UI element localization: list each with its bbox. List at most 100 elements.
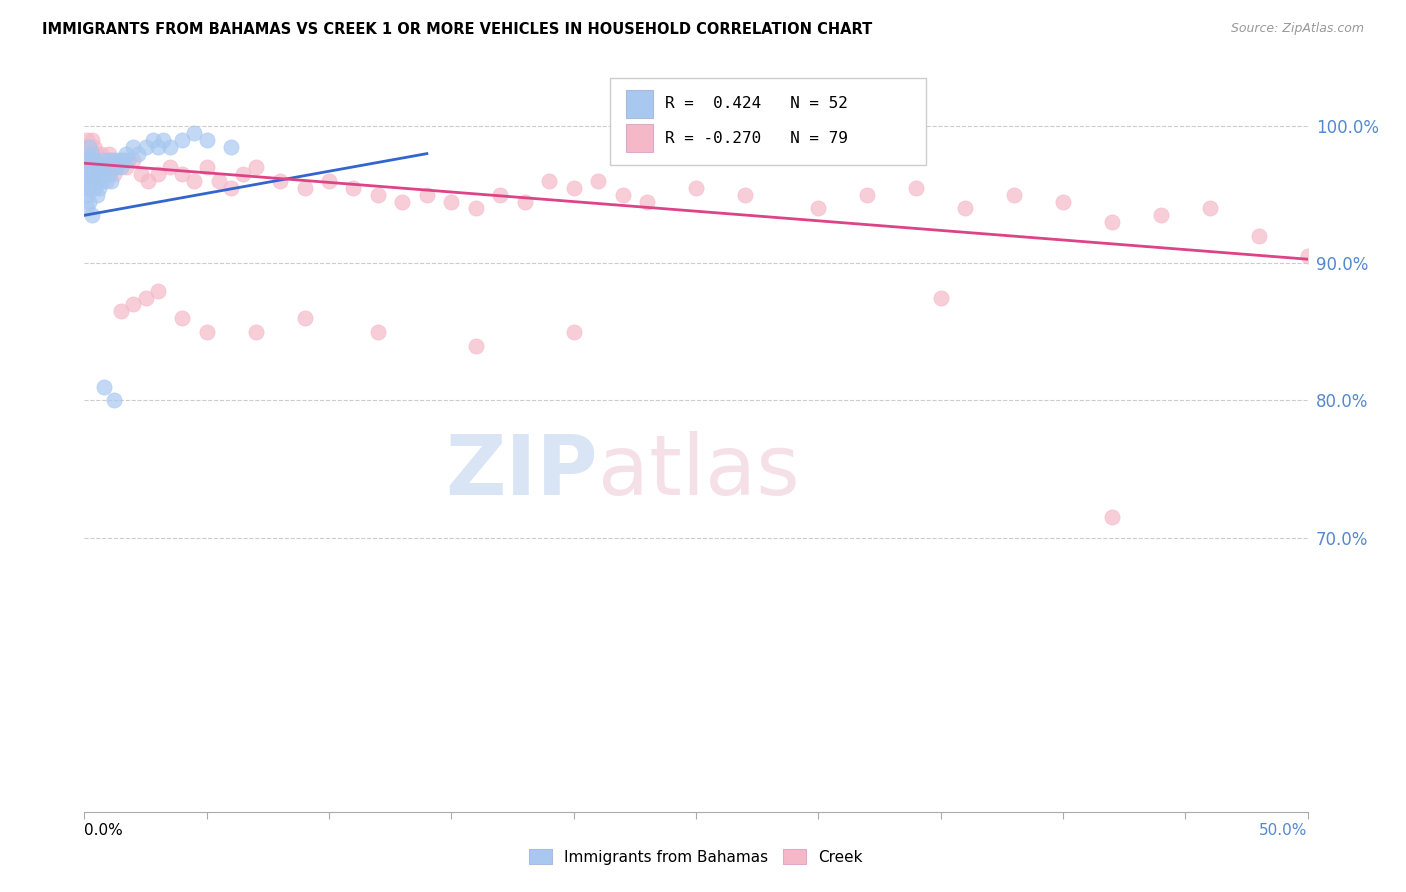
Point xyxy=(110,153,132,168)
Point xyxy=(90,161,112,175)
Point xyxy=(136,174,159,188)
Point xyxy=(90,146,112,161)
Point xyxy=(80,146,103,161)
Point xyxy=(90,174,112,188)
FancyBboxPatch shape xyxy=(610,78,927,165)
Point xyxy=(856,187,879,202)
Point xyxy=(115,161,138,175)
Point xyxy=(117,153,139,168)
Point xyxy=(96,174,118,188)
Bar xyxy=(626,124,654,153)
Point xyxy=(80,133,103,147)
Point xyxy=(83,167,105,181)
Point xyxy=(86,146,108,161)
Point xyxy=(489,187,512,202)
Point xyxy=(80,174,103,188)
Point xyxy=(146,284,169,298)
Point xyxy=(80,161,103,175)
Point xyxy=(76,181,98,195)
Point xyxy=(1002,187,1025,202)
Text: ZIP: ZIP xyxy=(446,431,598,512)
Point xyxy=(83,140,105,154)
Point xyxy=(685,181,707,195)
Point xyxy=(93,380,115,394)
Point xyxy=(342,181,364,195)
Point xyxy=(464,202,486,216)
Point xyxy=(87,167,110,181)
Point xyxy=(172,311,194,326)
Point xyxy=(110,304,132,318)
Point xyxy=(1198,202,1220,216)
Point xyxy=(93,167,115,181)
Point xyxy=(208,174,231,188)
Point xyxy=(318,174,340,188)
Point xyxy=(122,140,145,154)
Point xyxy=(97,153,120,168)
Point xyxy=(195,325,218,339)
Point xyxy=(97,146,120,161)
Point xyxy=(77,140,100,154)
Text: R =  0.424   N = 52: R = 0.424 N = 52 xyxy=(665,96,848,112)
Point xyxy=(105,161,128,175)
Point xyxy=(87,153,110,168)
Point xyxy=(76,153,98,168)
Point xyxy=(367,325,389,339)
Point xyxy=(172,167,194,181)
Text: 50.0%: 50.0% xyxy=(1260,822,1308,838)
Point xyxy=(245,325,267,339)
Point xyxy=(87,174,110,188)
Point xyxy=(96,161,118,175)
Point xyxy=(93,153,115,168)
Point xyxy=(80,208,103,222)
Point xyxy=(1247,228,1270,243)
Point xyxy=(294,181,316,195)
Point xyxy=(76,133,98,147)
Text: 0.0%: 0.0% xyxy=(84,822,124,838)
Point xyxy=(612,187,634,202)
Point xyxy=(112,153,135,168)
Point xyxy=(146,140,169,154)
Point xyxy=(1101,510,1123,524)
Point xyxy=(219,181,242,195)
Point xyxy=(953,202,976,216)
Point xyxy=(77,153,100,168)
Point xyxy=(219,140,242,154)
Point xyxy=(135,140,157,154)
Point xyxy=(391,194,413,209)
Point xyxy=(77,140,100,154)
Point xyxy=(73,174,96,188)
Point xyxy=(110,161,132,175)
Point xyxy=(103,153,125,168)
Point xyxy=(538,174,561,188)
Point xyxy=(159,140,181,154)
Point xyxy=(83,181,105,195)
Point xyxy=(97,167,120,181)
Point xyxy=(636,194,658,209)
Text: Source: ZipAtlas.com: Source: ZipAtlas.com xyxy=(1230,22,1364,36)
Text: IMMIGRANTS FROM BAHAMAS VS CREEK 1 OR MORE VEHICLES IN HOUSEHOLD CORRELATION CHA: IMMIGRANTS FROM BAHAMAS VS CREEK 1 OR MO… xyxy=(42,22,873,37)
Point xyxy=(195,161,218,175)
Point xyxy=(367,187,389,202)
Point xyxy=(172,133,194,147)
Point xyxy=(97,153,120,168)
Point xyxy=(107,153,129,168)
Point xyxy=(513,194,536,209)
Point xyxy=(93,161,115,175)
Point xyxy=(905,181,928,195)
Point xyxy=(76,202,98,216)
Point xyxy=(105,161,128,175)
Point xyxy=(734,187,756,202)
Point xyxy=(152,133,174,147)
Point xyxy=(100,174,122,188)
Point xyxy=(1150,208,1173,222)
Point xyxy=(464,338,486,352)
Point xyxy=(1296,250,1319,264)
Point xyxy=(159,161,181,175)
Point xyxy=(80,146,103,161)
Point xyxy=(100,153,122,168)
Point xyxy=(76,153,98,168)
Point xyxy=(86,187,108,202)
Point xyxy=(73,161,96,175)
Point xyxy=(562,181,585,195)
Point xyxy=(83,167,105,181)
